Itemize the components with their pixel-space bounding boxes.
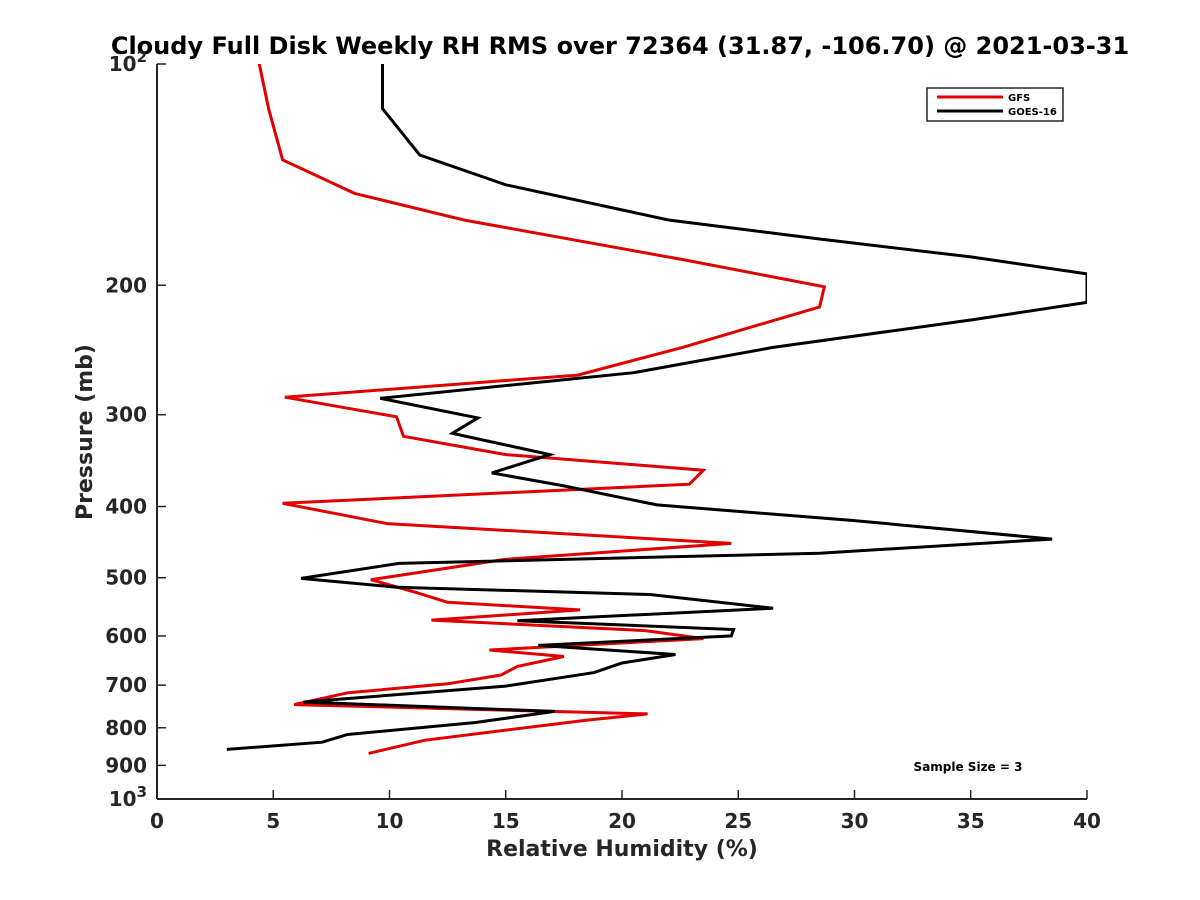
legend-label-goes-16: GOES-16: [1008, 107, 1057, 118]
x-ticks: 0 5 10 15 20 25 30 35 40: [150, 790, 1101, 833]
x-tick-label-4: 20: [608, 809, 636, 833]
x-axis-label: Relative Humidity (%): [486, 837, 758, 862]
sample-size-annotation: Sample Size = 3: [914, 760, 1023, 774]
y-tick-label-5: 600: [105, 624, 147, 648]
x-tick-label-7: 35: [957, 809, 985, 833]
y-ticks: 102 200 300 400 500 600 700 800 900 103: [105, 48, 166, 811]
x-tick-label-3: 15: [492, 809, 520, 833]
y-axis-label: Pressure (mb): [73, 344, 98, 520]
x-tick-label-8: 40: [1073, 809, 1101, 833]
series-line-gfs: [257, 64, 827, 755]
x-tick-label-1: 5: [266, 809, 280, 833]
x-tick-label-5: 25: [724, 809, 752, 833]
y-tick-label-2: 300: [105, 403, 147, 427]
y-tick-label-4: 500: [105, 566, 147, 590]
y-tick-label-8: 900: [105, 753, 147, 777]
y-tick-label-7: 800: [105, 716, 147, 740]
y-tick-label-9: 103: [109, 783, 147, 811]
series-layer: [226, 64, 1087, 755]
series-line-goes-16: [226, 64, 1087, 751]
x-tick-label-6: 30: [841, 809, 869, 833]
y-tick-label-1: 200: [105, 273, 147, 297]
x-tick-label-2: 10: [376, 809, 404, 833]
legend: GFS GOES-16: [926, 87, 1064, 122]
y-tick-label-3: 400: [105, 495, 147, 519]
x-tick-label-0: 0: [150, 809, 164, 833]
legend-label-gfs: GFS: [1008, 93, 1030, 104]
y-tick-label-0: 102: [109, 48, 147, 76]
y-tick-label-6: 700: [105, 673, 147, 697]
legend-box: [926, 87, 1064, 122]
chart-title: Cloudy Full Disk Weekly RH RMS over 7236…: [111, 32, 1129, 60]
